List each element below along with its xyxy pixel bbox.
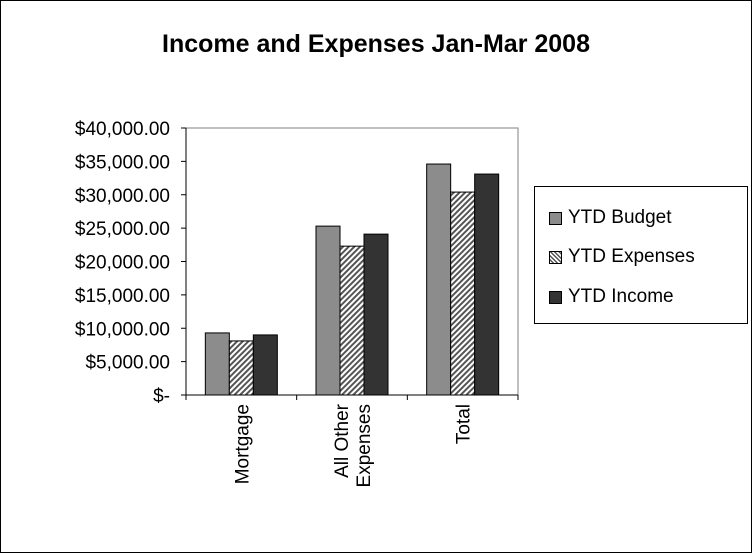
legend-label-ytd-budget: YTD Budget (568, 207, 672, 228)
legend-swatch-ytd-income (549, 290, 562, 304)
bar-ytd-budget (204, 332, 230, 396)
bar-ytd-income (363, 233, 389, 396)
legend-item-ytd-income: YTD Income (549, 285, 674, 309)
bar-ytd-income (252, 334, 278, 396)
y-tick-label: $20,000.00 (75, 253, 170, 274)
y-tick-label: $5,000.00 (85, 353, 170, 374)
legend-swatch-ytd-expenses (549, 250, 562, 264)
y-tick-label: $- (153, 386, 170, 407)
x-tick-label: Expenses (354, 404, 375, 487)
bar-ytd-expenses (228, 340, 254, 396)
x-tick-label: Total (454, 404, 475, 444)
y-tick-label: $30,000.00 (75, 186, 170, 207)
legend-label-ytd-income: YTD Income (568, 286, 674, 307)
bar-ytd-expenses (450, 191, 476, 396)
y-tick-label: $15,000.00 (75, 286, 170, 307)
legend-label-ytd-expenses: YTD Expenses (568, 246, 695, 267)
legend-item-ytd-budget: YTD Budget (549, 206, 672, 230)
legend-swatch-ytd-budget (549, 211, 562, 225)
bar-ytd-budget (426, 163, 452, 396)
bar-ytd-expenses (339, 245, 365, 396)
x-tick-label: All Other (332, 403, 353, 478)
y-tick-label: $40,000.00 (75, 119, 170, 140)
y-tick-label: $25,000.00 (75, 219, 170, 240)
legend: YTD Budget YTD Expenses YTD Income (534, 186, 748, 324)
x-tick-label: Mortgage (232, 404, 253, 484)
bar-ytd-budget (315, 225, 341, 396)
chart-title: Income and Expenses Jan-Mar 2008 (162, 30, 590, 58)
y-tick-label: $10,000.00 (75, 319, 170, 340)
legend-item-ytd-expenses: YTD Expenses (549, 245, 695, 269)
bar-ytd-income (474, 173, 500, 396)
y-tick-label: $35,000.00 (75, 152, 170, 173)
